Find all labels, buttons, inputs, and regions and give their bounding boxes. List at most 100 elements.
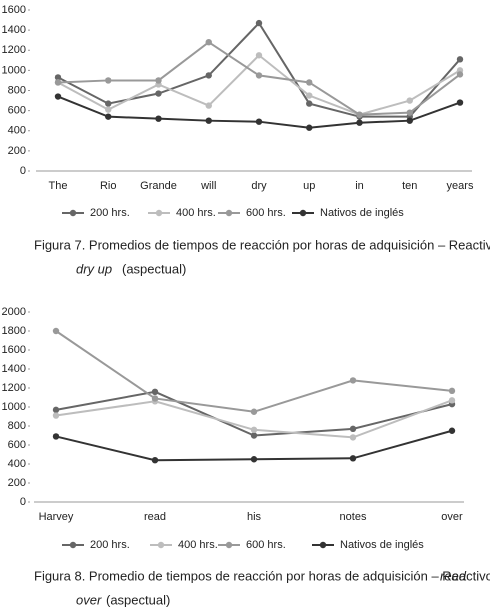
data-point (448, 387, 456, 395)
data-point (54, 79, 62, 86)
legend-marker (225, 209, 233, 217)
y-tick-label: 1200 (2, 44, 26, 56)
data-point (456, 99, 464, 106)
x-tick-label: read (144, 511, 166, 523)
y-tick-label: 400 (8, 458, 26, 470)
caption: Figura 8. Promedio de tiempos de reacció… (34, 568, 490, 583)
data-point (105, 77, 112, 84)
y-tick-label: 200 (8, 145, 26, 157)
data-point (306, 79, 313, 86)
x-tick-label: Harvey (39, 511, 74, 523)
data-point (52, 406, 60, 414)
x-tick-label: notes (340, 511, 367, 523)
x-tick-label: Rio (100, 180, 117, 192)
data-point (105, 106, 112, 113)
data-point (250, 432, 258, 439)
data-point (52, 327, 60, 335)
legend-marker (69, 541, 77, 549)
x-tick-label: his (247, 511, 262, 523)
x-tick-label: dry (251, 180, 267, 192)
legend-marker (157, 541, 165, 549)
y-tick-label: 200 (8, 477, 26, 489)
data-point (255, 72, 263, 79)
x-tick-label: ten (402, 180, 417, 192)
caption: (aspectual) (106, 592, 170, 607)
y-tick-label: 600 (8, 439, 26, 451)
caption: dry up (76, 261, 112, 276)
data-point (151, 457, 159, 464)
data-point (250, 456, 258, 463)
legend-label: 200 hrs. (90, 207, 130, 219)
legend-label: 600 hrs. (246, 539, 286, 551)
data-point (205, 102, 212, 109)
legend-label: 400 hrs. (178, 539, 218, 551)
data-point (356, 111, 363, 118)
legend-marker (299, 209, 307, 217)
y-tick-label: 1000 (2, 64, 26, 76)
x-tick-label: will (200, 180, 216, 192)
x-tick-label: years (447, 180, 474, 192)
x-tick-label: up (303, 180, 315, 192)
data-point (448, 397, 456, 404)
data-point (255, 52, 263, 59)
data-point (406, 109, 413, 116)
y-tick-label: 1600 (2, 4, 26, 16)
y-tick-label: 2000 (2, 306, 26, 318)
data-point (356, 119, 363, 126)
y-tick-label: 1200 (2, 382, 26, 394)
y-tick-label: 600 (8, 105, 26, 117)
legend-label: 400 hrs. (176, 207, 216, 219)
data-point (306, 92, 313, 99)
y-tick-label: 1000 (2, 401, 26, 413)
data-point (54, 74, 62, 81)
legend-label: 600 hrs. (246, 207, 286, 219)
data-point (448, 427, 456, 434)
y-tick-label: 1400 (2, 24, 26, 36)
data-point (255, 118, 263, 125)
data-point (406, 117, 413, 124)
data-point (105, 113, 112, 120)
data-point (151, 388, 159, 395)
x-tick-label: over (441, 511, 463, 523)
y-tick-label: 1400 (2, 363, 26, 375)
data-point (205, 39, 212, 46)
data-point (155, 115, 162, 122)
data-point (205, 72, 212, 79)
data-point (205, 117, 212, 124)
data-point (105, 100, 112, 107)
data-point (456, 71, 464, 78)
y-tick-label: 400 (8, 125, 26, 137)
data-point (349, 377, 357, 384)
data-point (456, 56, 464, 63)
data-point (155, 90, 162, 97)
caption: Figura 7. Promedios de tiempos de reacci… (34, 237, 490, 252)
data-point (306, 124, 313, 131)
y-tick-label: 800 (8, 84, 26, 96)
caption: (aspectual) (122, 261, 186, 276)
legend-label: 200 hrs. (90, 539, 130, 551)
data-point (250, 408, 258, 415)
data-point (406, 97, 413, 104)
data-point (54, 93, 62, 100)
y-tick-label: 800 (8, 420, 26, 432)
data-point (306, 100, 313, 107)
y-tick-label: 1800 (2, 325, 26, 337)
legend-marker (155, 209, 163, 217)
legend-marker (69, 209, 77, 217)
legend-marker (225, 541, 233, 549)
data-point (349, 455, 357, 462)
data-point (155, 77, 162, 84)
data-point (52, 433, 60, 440)
x-tick-label: Grande (140, 180, 177, 192)
data-point (349, 434, 357, 441)
data-point (151, 395, 159, 402)
data-point (250, 426, 258, 433)
caption: read (440, 568, 467, 583)
data-point (255, 19, 263, 27)
data-point (52, 412, 60, 419)
y-tick-label: 1600 (2, 344, 26, 356)
data-point (349, 425, 357, 433)
x-tick-label: in (355, 180, 364, 192)
series-line (57, 53, 461, 116)
